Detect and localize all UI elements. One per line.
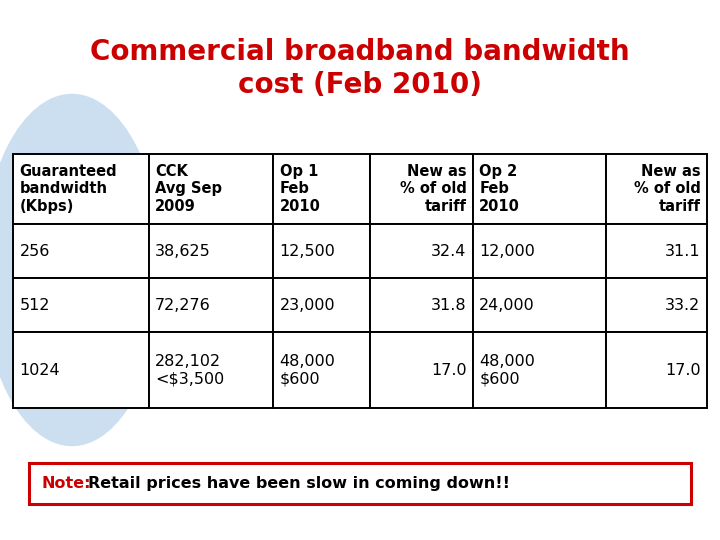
Text: New as
% of old
tariff: New as % of old tariff [400, 164, 467, 214]
Bar [273, 333, 370, 408]
Text: 32.4: 32.4 [431, 244, 467, 259]
Text: Note:: Note: [42, 476, 91, 491]
Bar [370, 154, 473, 224]
Text: Op 2
Feb
2010: Op 2 Feb 2010 [480, 164, 521, 214]
Text: 72,276: 72,276 [156, 298, 211, 313]
Bar [473, 333, 606, 408]
Bar [149, 278, 273, 333]
Ellipse shape [0, 94, 162, 445]
Text: 12,500: 12,500 [279, 244, 336, 259]
Bar [370, 278, 473, 333]
Bar [29, 463, 691, 503]
Text: 23,000: 23,000 [279, 298, 335, 313]
Text: CCK
Avg Sep
2009: CCK Avg Sep 2009 [156, 164, 222, 214]
Text: New as
% of old
tariff: New as % of old tariff [634, 164, 701, 214]
Bar [149, 224, 273, 278]
Bar [13, 154, 149, 224]
Text: 33.2: 33.2 [665, 298, 701, 313]
Bar [273, 278, 370, 333]
Text: 282,102
<$3,500: 282,102 <$3,500 [156, 354, 225, 386]
Bar [473, 224, 606, 278]
Text: 17.0: 17.0 [665, 362, 701, 377]
Bar [149, 333, 273, 408]
Text: 1024: 1024 [19, 362, 60, 377]
Text: 512: 512 [19, 298, 50, 313]
Text: 48,000
$600: 48,000 $600 [480, 354, 535, 386]
Text: Op 1
Feb
2010: Op 1 Feb 2010 [279, 164, 320, 214]
Bar [606, 154, 707, 224]
Bar [370, 333, 473, 408]
Bar [149, 154, 273, 224]
Text: Retail prices have been slow in coming down!!: Retail prices have been slow in coming d… [88, 476, 510, 491]
Bar [273, 224, 370, 278]
Bar [606, 278, 707, 333]
Bar [273, 154, 370, 224]
Bar [13, 278, 149, 333]
Text: 256: 256 [19, 244, 50, 259]
Bar [473, 154, 606, 224]
Text: Guaranteed
bandwidth
(Kbps): Guaranteed bandwidth (Kbps) [19, 164, 117, 214]
Bar [606, 333, 707, 408]
Text: 31.1: 31.1 [665, 244, 701, 259]
Text: 48,000
$600: 48,000 $600 [279, 354, 336, 386]
Bar [473, 278, 606, 333]
Text: 12,000: 12,000 [480, 244, 535, 259]
Text: 31.8: 31.8 [431, 298, 467, 313]
Text: 24,000: 24,000 [480, 298, 535, 313]
Bar [606, 224, 707, 278]
Bar [13, 224, 149, 278]
Text: Commercial broadband bandwidth
cost (Feb 2010): Commercial broadband bandwidth cost (Feb… [90, 38, 630, 99]
Bar [370, 224, 473, 278]
Text: 38,625: 38,625 [156, 244, 211, 259]
Bar [13, 333, 149, 408]
Text: 17.0: 17.0 [431, 362, 467, 377]
